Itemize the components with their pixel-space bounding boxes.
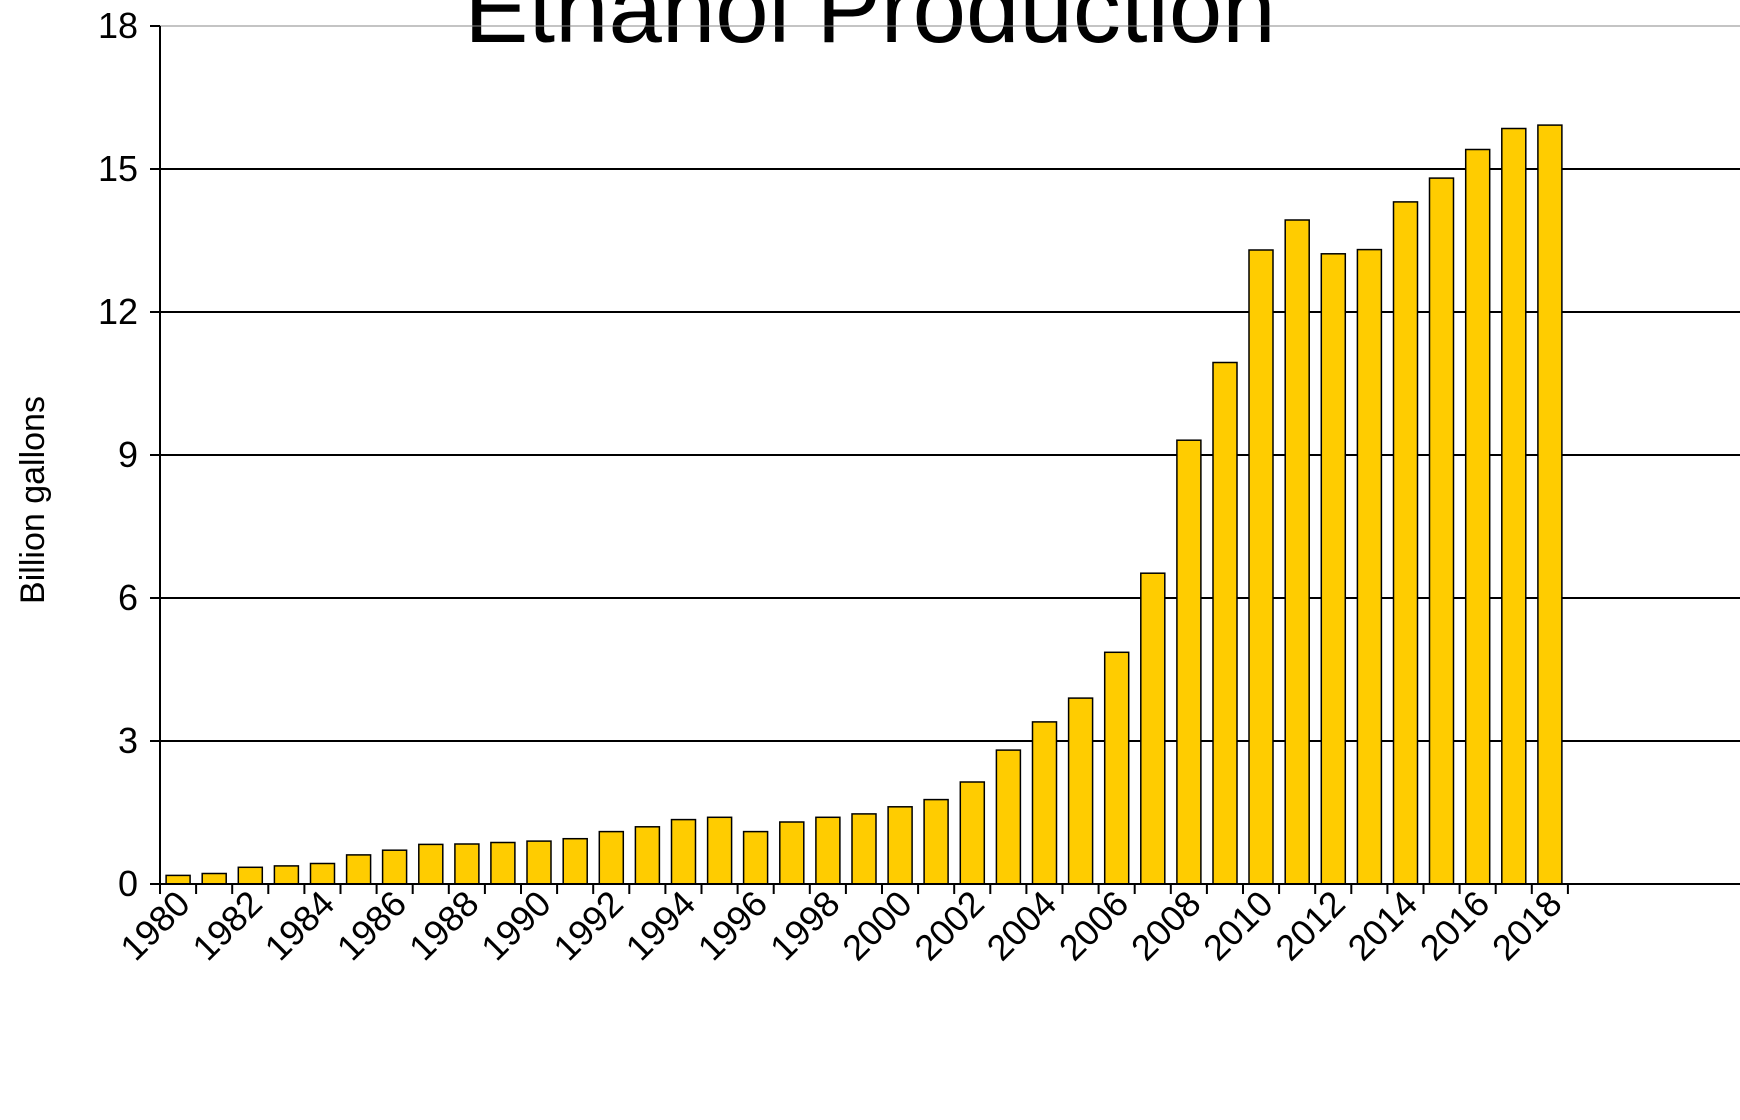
bar-2017 [1501, 127, 1527, 885]
bar-2018 [1537, 124, 1563, 885]
bar-2008 [1176, 439, 1202, 885]
bar-2001 [923, 798, 949, 885]
y-tick-label-6: 6 [118, 577, 138, 618]
x-tick-labels: 1980198219841986198819901992199419961998… [112, 883, 1569, 969]
x-tick-label-2014: 2014 [1340, 883, 1426, 969]
bar-2013 [1356, 248, 1383, 885]
y-tick-label-15: 15 [98, 148, 138, 189]
bar-2004 [1031, 721, 1058, 885]
x-tick-label-2000: 2000 [834, 883, 920, 969]
bar-1989 [490, 841, 516, 885]
bar-1994 [670, 818, 697, 885]
y-tick-label-12: 12 [98, 291, 138, 332]
y-tick-label-9: 9 [118, 434, 138, 475]
chart-title: Ethanol Production [464, 0, 1275, 63]
x-tick-label-2002: 2002 [906, 883, 992, 969]
x-tick-label-2016: 2016 [1412, 883, 1498, 969]
x-tick-label-1998: 1998 [762, 883, 848, 969]
bar-2010 [1248, 249, 1274, 885]
bar-1985 [345, 854, 372, 885]
x-tick-label-1992: 1992 [545, 883, 631, 969]
bar-1987 [418, 843, 444, 885]
bar-1986 [381, 849, 408, 885]
bar-1998 [815, 816, 841, 885]
x-tick-label-1986: 1986 [329, 883, 415, 969]
bar-1982 [237, 866, 264, 885]
x-tick-label-1990: 1990 [473, 883, 559, 969]
bars [165, 124, 1563, 885]
x-tick-label-2012: 2012 [1267, 883, 1353, 969]
x-tick-label-1994: 1994 [618, 883, 704, 969]
x-tick-label-1984: 1984 [257, 883, 343, 969]
bar-1996 [742, 830, 769, 885]
bar-1981 [201, 872, 227, 885]
bar-2016 [1464, 148, 1491, 885]
bar-1997 [779, 821, 805, 885]
bar-1984 [309, 862, 336, 885]
bar-2003 [995, 749, 1022, 885]
bar-2012 [1320, 253, 1347, 885]
bar-1980 [165, 874, 191, 885]
bar-1983 [273, 865, 300, 885]
bar-2006 [1103, 651, 1130, 885]
x-tick-label-2010: 2010 [1195, 883, 1281, 969]
bar-2009 [1212, 361, 1238, 885]
bar-2011 [1284, 219, 1310, 885]
y-tick-label-0: 0 [118, 863, 138, 904]
x-tick-label-2004: 2004 [979, 883, 1065, 969]
y-tick-labels: 0 3 6 9 12 15 18 [98, 5, 160, 904]
x-tick-label-1996: 1996 [690, 883, 776, 969]
x-tick-label-2008: 2008 [1123, 883, 1209, 969]
y-tick-label-3: 3 [118, 720, 138, 761]
bar-2007 [1140, 572, 1166, 885]
bar-2014 [1392, 201, 1419, 885]
x-tick-label-2018: 2018 [1484, 883, 1570, 969]
x-tick-label-1988: 1988 [401, 883, 487, 969]
x-tick-label-1982: 1982 [184, 883, 270, 969]
bar-1988 [454, 843, 480, 885]
bar-2000 [887, 806, 913, 885]
bar-2002 [959, 781, 986, 885]
x-tick-label-2006: 2006 [1051, 883, 1137, 969]
bar-1991 [562, 837, 588, 885]
y-tick-label-18: 18 [98, 5, 138, 46]
bar-2015 [1428, 177, 1455, 885]
bar-1993 [634, 826, 661, 885]
bar-1992 [598, 830, 625, 885]
y-axis-label: Billion gallons [14, 396, 52, 604]
bar-1990 [526, 840, 552, 885]
bar-2005 [1067, 697, 1094, 885]
bar-1995 [706, 816, 733, 885]
bar-1999 [851, 813, 877, 885]
